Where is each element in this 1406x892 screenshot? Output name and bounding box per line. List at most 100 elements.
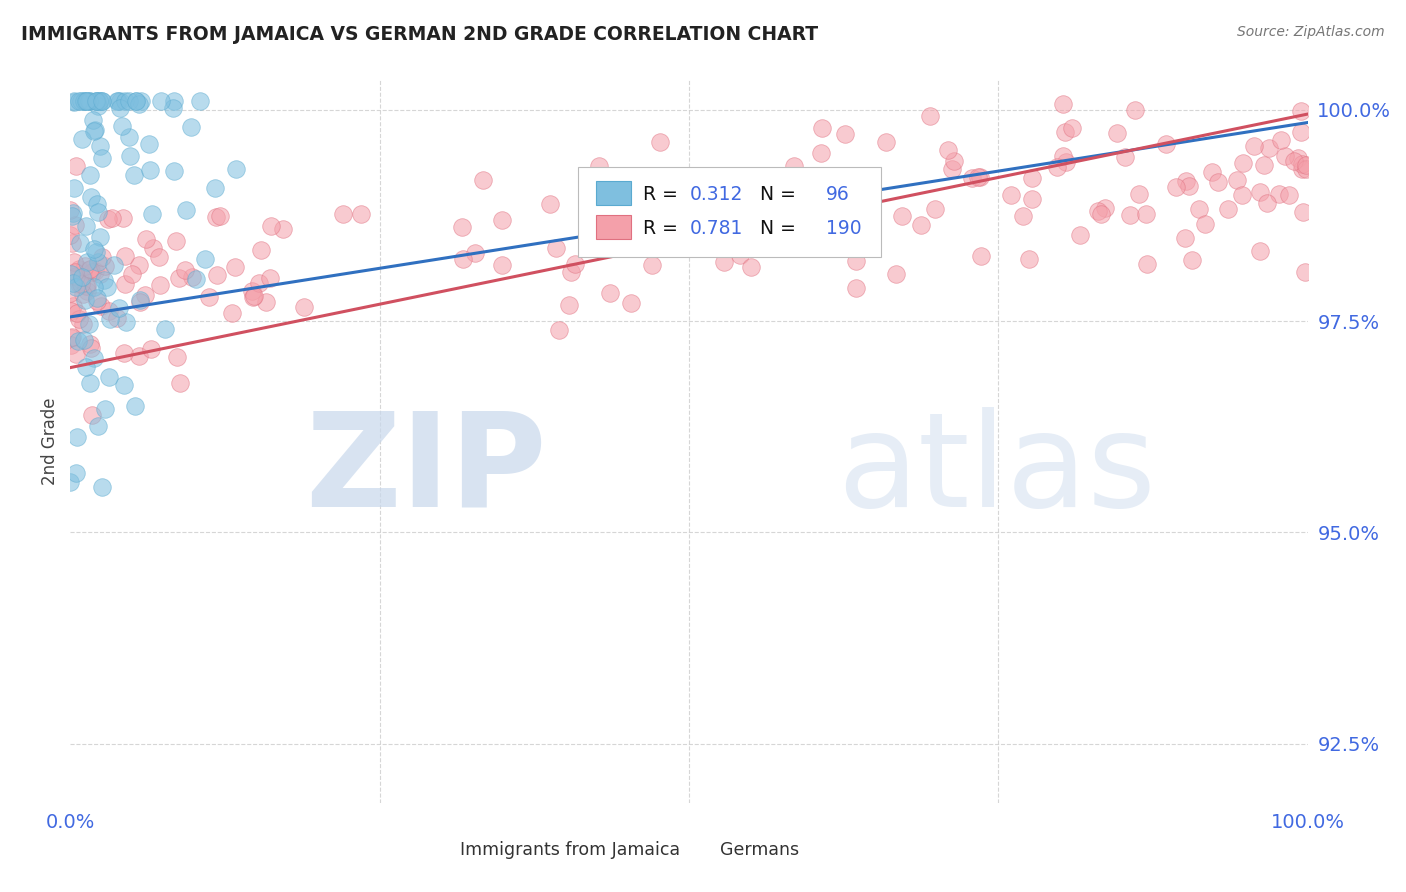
Point [1258, 141, 1281, 155]
Point [111, 119, 134, 133]
Point [76, 284, 98, 298]
Y-axis label: 2nd Grade: 2nd Grade [41, 398, 59, 485]
Point [139, 162, 162, 177]
Point [142, 241, 165, 255]
Point [83, 242, 105, 256]
Point [1021, 192, 1043, 206]
Point [599, 285, 621, 300]
Point [204, 210, 226, 224]
Text: Germans: Germans [720, 841, 799, 859]
Point [128, 96, 150, 111]
Point [134, 287, 156, 301]
Point [1174, 231, 1197, 245]
Point [62, 206, 84, 220]
Text: ZIP: ZIP [305, 407, 547, 534]
Text: 0.781: 0.781 [690, 219, 744, 238]
Point [1123, 103, 1146, 118]
Point [1289, 125, 1312, 139]
Point [547, 322, 569, 336]
Point [138, 137, 160, 152]
Point [810, 146, 832, 161]
Point [67, 334, 90, 348]
Point [641, 258, 664, 272]
Point [67, 312, 90, 326]
Point [84, 123, 107, 137]
Point [118, 130, 141, 145]
Point [66, 430, 89, 444]
Point [1136, 257, 1159, 271]
Point [1291, 157, 1313, 171]
Point [69, 235, 91, 250]
Point [163, 95, 186, 109]
Point [115, 315, 138, 329]
Point [1206, 175, 1229, 189]
Point [1249, 244, 1271, 258]
Point [1177, 178, 1199, 193]
Point [59, 286, 82, 301]
Point [76, 279, 98, 293]
Point [1230, 188, 1253, 202]
Point [60, 303, 83, 318]
Text: N =: N = [748, 185, 803, 204]
Point [259, 270, 281, 285]
Point [725, 241, 748, 255]
Point [169, 270, 191, 285]
Point [194, 252, 217, 266]
Point [76, 254, 98, 268]
Point [114, 249, 136, 263]
Point [350, 206, 373, 220]
Point [75, 259, 97, 273]
Point [924, 202, 946, 216]
Point [1243, 138, 1265, 153]
Point [208, 209, 231, 223]
Point [544, 241, 567, 255]
Point [247, 276, 270, 290]
Point [124, 95, 146, 109]
Point [89, 95, 111, 109]
Point [80, 265, 103, 279]
Point [224, 260, 246, 275]
Point [77, 263, 100, 277]
Point [1291, 161, 1313, 176]
Point [845, 280, 868, 294]
Point [1232, 155, 1254, 169]
Point [83, 351, 105, 365]
Point [105, 95, 128, 109]
Point [1000, 188, 1022, 202]
Point [1090, 207, 1112, 221]
Point [1052, 149, 1074, 163]
Point [69, 277, 91, 291]
Point [1268, 186, 1291, 201]
Point [1181, 252, 1204, 267]
Point [128, 349, 150, 363]
Point [174, 202, 197, 217]
Point [595, 171, 617, 186]
Point [491, 213, 513, 227]
Point [845, 254, 868, 268]
Point [558, 298, 581, 312]
Point [129, 95, 152, 109]
Point [84, 95, 107, 109]
Point [63, 181, 86, 195]
Point [1226, 173, 1249, 187]
Point [75, 279, 97, 293]
Point [491, 258, 513, 272]
Point [464, 246, 486, 260]
Point [184, 272, 207, 286]
Point [93, 273, 115, 287]
Point [86, 294, 108, 309]
Point [70, 269, 93, 284]
Text: R =: R = [643, 219, 685, 238]
Point [162, 101, 184, 115]
Point [93, 402, 115, 417]
Text: atlas: atlas [838, 407, 1156, 534]
Point [128, 258, 150, 272]
Point [1270, 133, 1292, 147]
Point [966, 169, 988, 184]
Point [564, 258, 586, 272]
Point [1053, 125, 1076, 139]
Text: 190: 190 [827, 219, 862, 238]
Point [79, 336, 101, 351]
Point [98, 312, 121, 326]
Point [242, 288, 264, 302]
